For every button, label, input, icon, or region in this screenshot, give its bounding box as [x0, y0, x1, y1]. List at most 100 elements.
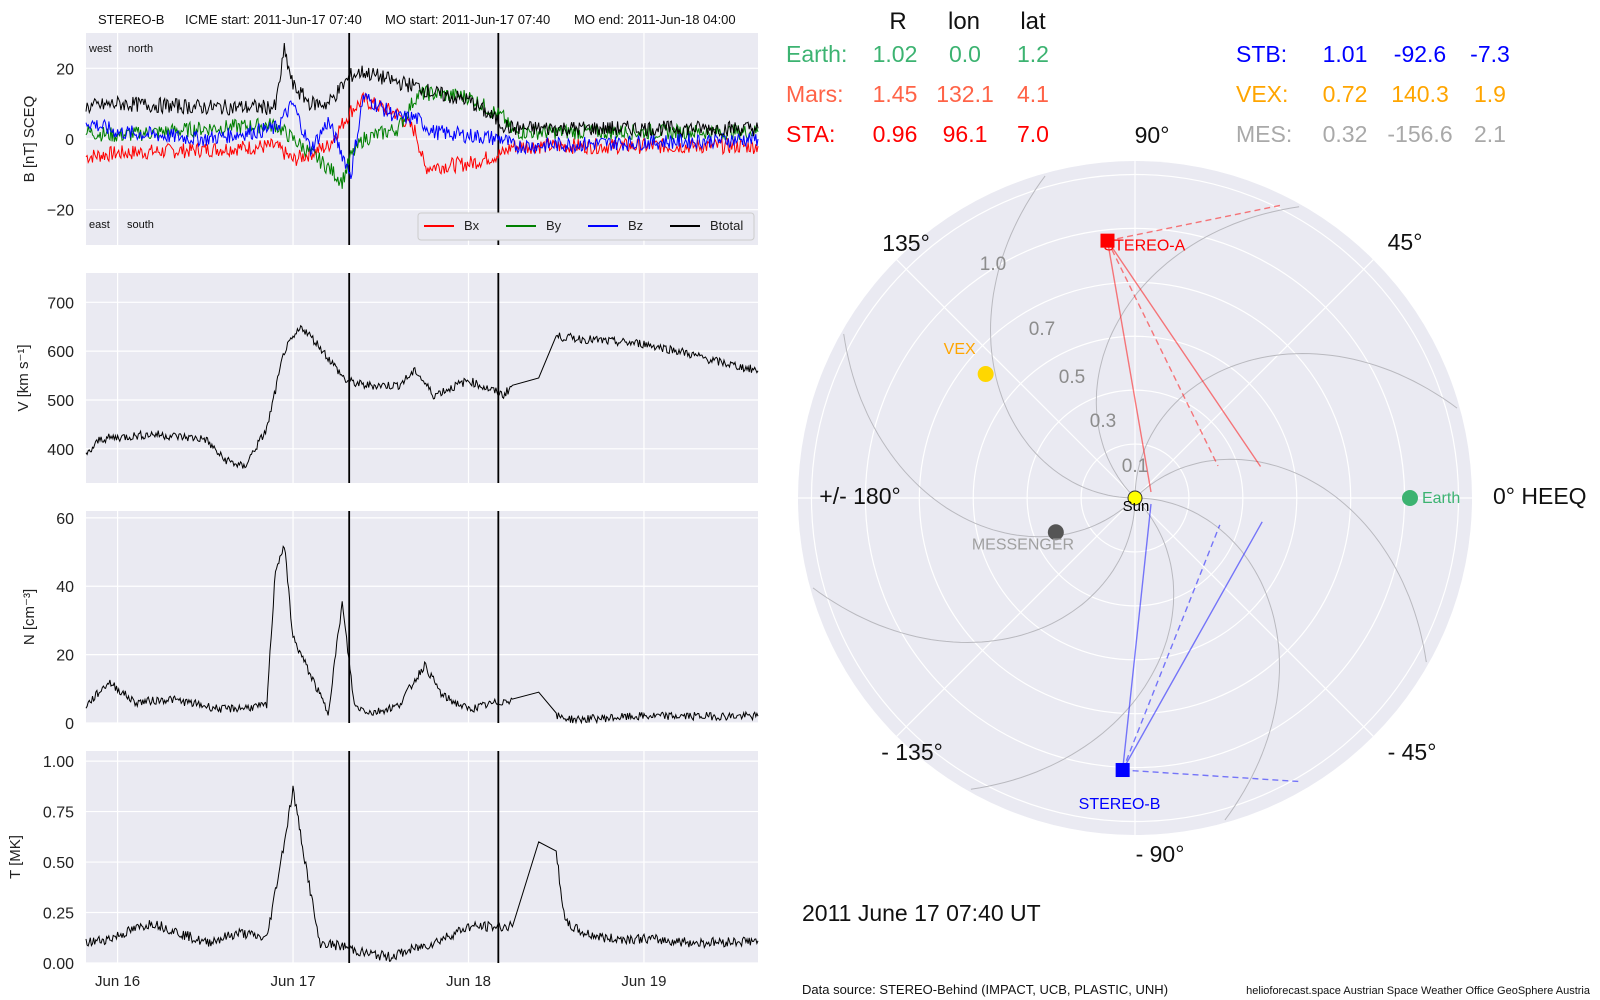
header-icme-start: ICME start: 2011-Jun-17 07:40	[185, 12, 362, 27]
angle-label-180: +/- 180°	[819, 483, 900, 509]
parker-spiral	[1095, 206, 1300, 499]
position-row-right-lon: 140.3	[1391, 81, 1449, 107]
body-label-earth: Earth	[1422, 490, 1460, 507]
header-spacecraft: STEREO-B	[98, 12, 164, 27]
credits: helioforecast.space Austrian Space Weath…	[1246, 985, 1591, 997]
y-tick-label: 0	[65, 716, 74, 733]
y-tick-label: 40	[56, 579, 74, 596]
body-marker-earth	[1401, 490, 1418, 506]
panel-background	[86, 751, 758, 963]
y-tick-label: 0	[65, 132, 74, 149]
body-label-sun: Sun	[1123, 498, 1150, 515]
position-row-left-r: 1.02	[873, 41, 918, 67]
series-line-bz	[85, 93, 759, 180]
corner-label-west: west	[88, 43, 112, 55]
body-label-stereo-b: STEREO-B	[1079, 796, 1161, 813]
y-tick-label: 20	[56, 61, 74, 78]
y-axis-label: V [km s⁻¹]	[15, 344, 32, 411]
legend: Bx By Bz Btotal	[417, 212, 755, 241]
y-tick-labels: 20 0 −20	[47, 61, 74, 219]
panel-grid	[86, 511, 758, 724]
polar-grid-spoke	[1134, 497, 1374, 737]
sc-dashed-line-inner	[1106, 240, 1219, 467]
col-header-lat: lat	[1020, 8, 1046, 35]
position-row-left-lon: 0.0	[949, 41, 981, 67]
position-row-left-lon: 132.1	[936, 81, 994, 107]
col-header-r: R	[889, 8, 906, 35]
y-axis-label: T [MK]	[7, 835, 24, 879]
y-tick-label: −20	[47, 203, 74, 220]
series-line-btotal	[85, 43, 759, 138]
parker-spiral	[843, 333, 1136, 538]
parker-spiral	[970, 497, 1175, 790]
panel-background	[86, 273, 758, 483]
y-tick-label: 20	[56, 648, 74, 665]
position-row-right-lat: 2.1	[1474, 121, 1506, 147]
positions-table: R lon lat Earth: 1.02 0.0 1.2 Mars: 1.45 132.1…	[786, 8, 1510, 147]
sc-sun-line	[1121, 503, 1152, 771]
panel-series	[85, 785, 759, 962]
y-axis-label: N [cm⁻³]	[21, 589, 38, 645]
series-line-v	[85, 324, 759, 469]
y-tick-labels: 1.00 0.75 0.50 0.25 0.00	[43, 754, 74, 973]
y-tick-labels: 700 600 500 400	[47, 295, 74, 459]
position-row-right-name: VEX:	[1236, 81, 1288, 107]
sc-solid-line	[1106, 240, 1262, 467]
angle-label-45: 45°	[1388, 229, 1423, 255]
y-tick-label: 0.25	[43, 906, 74, 923]
y-tick-label: 0.75	[43, 805, 74, 822]
radial-label: 0.3	[1090, 411, 1116, 432]
position-row-left-lat: 7.0	[1017, 121, 1049, 147]
legend-box	[417, 212, 755, 241]
radial-label: 0.7	[1029, 319, 1055, 340]
y-tick-label: 500	[47, 393, 74, 410]
angle-label-90: 90°	[1135, 122, 1170, 148]
velocity-panel: 700 600 500 400 V [km s⁻¹]	[15, 273, 759, 483]
date-label: 2011 June 17 07:40 UT	[802, 900, 1041, 926]
x-tick-label: Jun 17	[271, 973, 316, 990]
position-row-right-lon: -92.6	[1394, 41, 1446, 67]
body-marker-stereo-a	[1100, 233, 1115, 248]
parker-spiral	[1134, 458, 1427, 663]
header: STEREO-B ICME start: 2011-Jun-17 07:40 M…	[98, 12, 736, 27]
y-tick-label: 700	[47, 295, 74, 312]
legend-label-bx: Bx	[464, 218, 480, 233]
y-tick-label: 400	[47, 442, 74, 459]
panel-series	[85, 545, 759, 725]
position-row-right-r: 0.72	[1323, 81, 1368, 107]
legend-label-bz: Bz	[628, 218, 643, 233]
y-tick-label: 1.00	[43, 754, 74, 771]
parker-spiral	[1134, 352, 1458, 499]
position-row-left-lat: 1.2	[1017, 41, 1049, 67]
position-row-right-lat: 1.9	[1474, 81, 1506, 107]
radial-label: 0.1	[1122, 456, 1148, 477]
series-line-bx	[85, 91, 759, 175]
y-axis-label: B [nT] SCEQ	[21, 96, 38, 183]
position-row-right-r: 1.01	[1323, 41, 1368, 67]
magnetic-field-panel: 20 0 −20 B [nT] SCEQ west north east south…	[21, 33, 759, 245]
corner-label-east: east	[89, 219, 110, 231]
y-tick-label: 600	[47, 344, 74, 361]
angle-label-minus135: - 135°	[881, 739, 943, 765]
legend-label-btotal: Btotal	[710, 218, 743, 233]
event-lines	[348, 751, 500, 963]
position-row-right-name: MES:	[1236, 121, 1292, 147]
sc-solid-line	[1122, 521, 1263, 771]
panel-grid	[86, 751, 758, 964]
body-label-messenger: MESSENGER	[972, 536, 1074, 553]
position-row-left-name: Earth:	[786, 41, 847, 67]
angle-label-minus45: - 45°	[1388, 739, 1437, 765]
position-row-left-lon: 96.1	[943, 121, 988, 147]
header-mo-end: MO end: 2011-Jun-18 04:00	[574, 12, 736, 27]
y-tick-label: 60	[56, 511, 74, 528]
parker-spiral	[812, 497, 1136, 644]
positions-rows: Earth: 1.02 0.0 1.2 Mars: 1.45 132.1 4.1 STA: 0.9…	[786, 41, 1510, 147]
y-tick-label: 0.00	[43, 956, 74, 973]
panel-grid	[86, 273, 758, 483]
body-marker-sun	[1127, 490, 1143, 506]
body-marker-vex	[977, 366, 994, 383]
position-row-left-r: 1.45	[873, 81, 918, 107]
position-row-left-name: Mars:	[786, 81, 844, 107]
radial-label: 0.5	[1059, 367, 1085, 388]
